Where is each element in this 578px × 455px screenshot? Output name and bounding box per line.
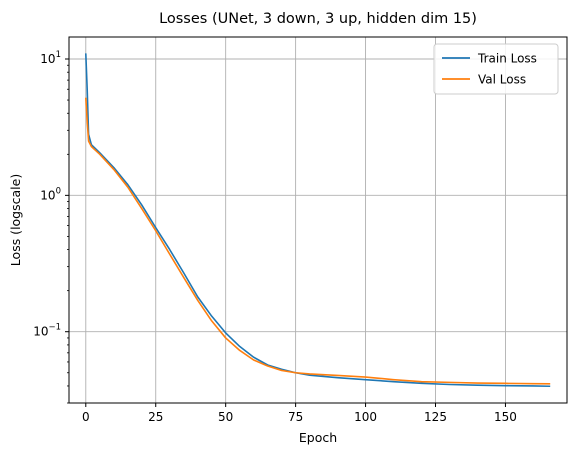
series-line-train-loss [84,53,551,388]
x-axis-label: Epoch [299,430,337,445]
series-line-val-loss [84,97,551,385]
x-tick-label: 25 [148,410,163,424]
grid [69,37,567,403]
chart-title: Losses (UNet, 3 down, 3 up, hidden dim 1… [159,11,477,27]
x-tick-label: 125 [424,410,447,424]
series-lines [84,53,551,388]
y-axis-label: Loss (logscale) [8,174,23,266]
x-tick-label: 75 [288,410,303,424]
legend: Train Loss Val Loss [433,43,559,95]
legend-label-val-loss: Val Loss [478,73,526,87]
x-tick-label: 150 [494,410,517,424]
x-tick-label: 0 [82,410,90,424]
x-tick-label: 50 [218,410,233,424]
x-tick-label: 100 [354,410,377,424]
legend-label-train-loss: Train Loss [477,52,537,66]
plot-frame [68,36,568,404]
x-axis-ticks: 0 25 50 75 100 125 150 [82,403,517,424]
legend-box [433,43,559,95]
